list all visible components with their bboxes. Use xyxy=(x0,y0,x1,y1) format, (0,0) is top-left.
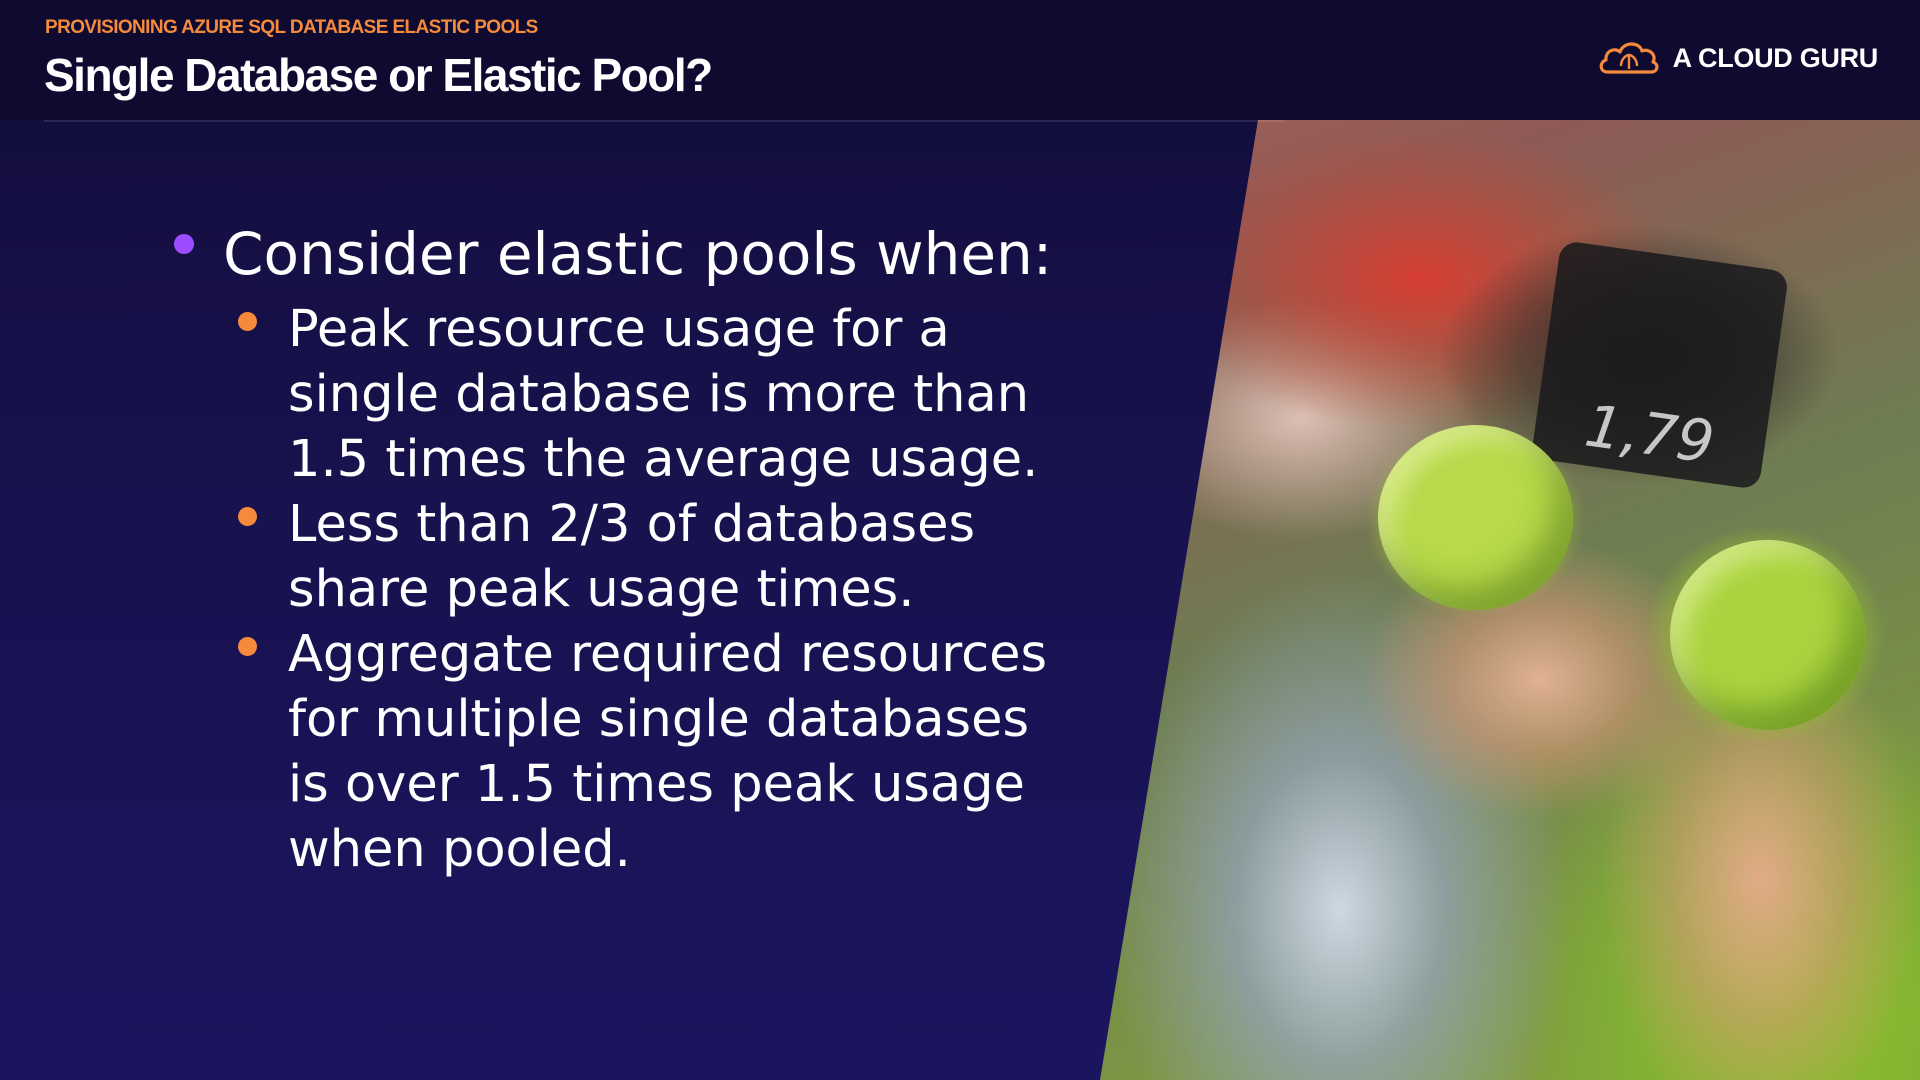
bullet-heading: Consider elastic pools when: xyxy=(223,220,1053,288)
list-item: Peak resource usage for a single databas… xyxy=(288,297,1038,492)
list-item-line: Aggregate required resources xyxy=(288,625,1048,684)
list-item-line: Less than 2/3 of databases xyxy=(288,495,976,554)
brand: A CLOUD GURU xyxy=(1597,36,1878,80)
list-item: Less than 2/3 of databases share peak us… xyxy=(288,492,975,622)
bullet-dot-icon xyxy=(238,312,257,331)
section-kicker: PROVISIONING AZURE SQL DATABASE ELASTIC … xyxy=(45,17,538,38)
cloud-logo-icon xyxy=(1599,42,1659,74)
list-item-line: 1.5 times the average usage. xyxy=(288,430,1039,489)
list-item-line: for multiple single databases xyxy=(288,690,1030,749)
list-item: Aggregate required resources for multipl… xyxy=(288,622,1047,882)
bullet-dot-icon xyxy=(238,507,257,526)
apple-right-icon xyxy=(1670,540,1865,730)
apple-left-icon xyxy=(1378,425,1573,610)
bullet-dot-icon xyxy=(174,234,194,254)
header-divider xyxy=(44,120,1284,122)
list-item-line: share peak usage times. xyxy=(288,560,915,619)
brand-name: A CLOUD GURU xyxy=(1672,42,1879,73)
list-item-line: is over 1.5 times peak usage xyxy=(288,755,1025,814)
list-item-line: Peak resource usage for a xyxy=(288,300,950,359)
list-item-line: when pooled. xyxy=(288,820,631,879)
slide-header xyxy=(0,0,1920,120)
list-item-line: single database is more than xyxy=(288,365,1030,424)
slide-title: Single Database or Elastic Pool? xyxy=(44,49,713,101)
bullet-dot-icon xyxy=(238,637,257,656)
